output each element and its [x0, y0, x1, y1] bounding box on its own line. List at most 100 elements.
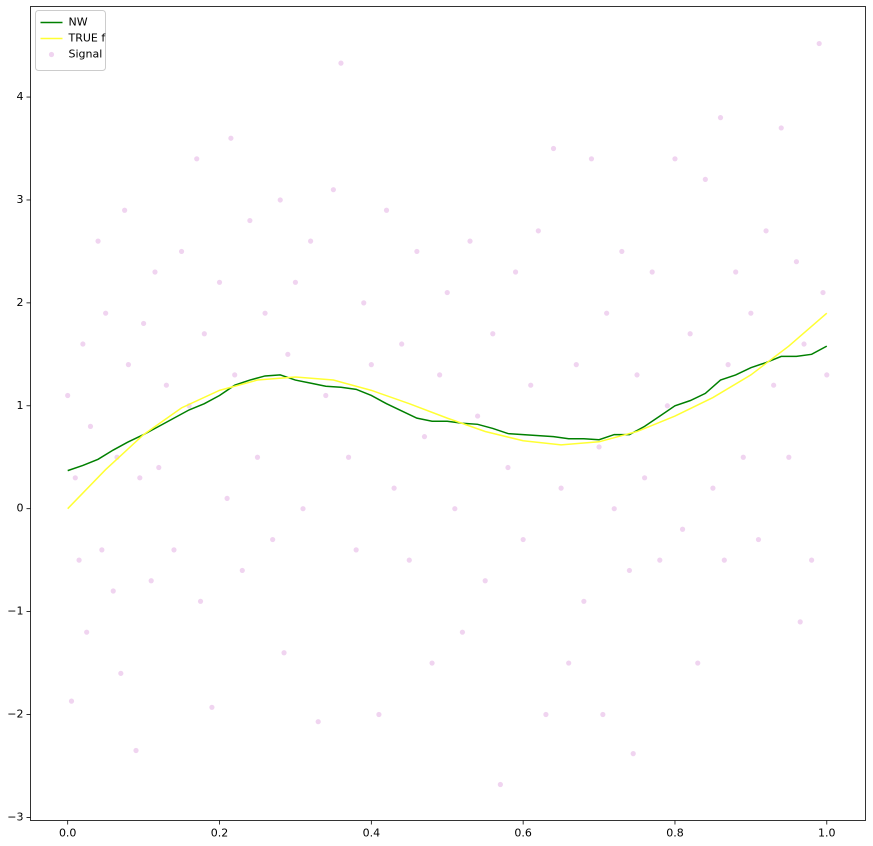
signal-point: [383, 207, 390, 213]
signal-point: [345, 454, 352, 460]
signal-point: [581, 598, 587, 604]
signal-point: [152, 269, 158, 275]
y-tick-label: 4: [17, 90, 24, 103]
signal-point: [414, 248, 420, 255]
signal-point: [679, 526, 686, 532]
signal-point: [664, 403, 670, 409]
signal-point: [786, 454, 792, 460]
y-tick-label: 1: [17, 399, 24, 412]
signal-point: [224, 495, 230, 501]
signal-point: [778, 125, 784, 131]
signal-point: [816, 40, 822, 47]
signal-point: [596, 444, 602, 450]
signal-point: [672, 156, 678, 162]
signal-point: [80, 341, 86, 347]
signal-point: [228, 135, 234, 141]
signal-point: [740, 454, 746, 460]
signal-point: [566, 660, 572, 666]
signal-point: [421, 434, 428, 440]
signal-point: [254, 454, 261, 460]
signal-point: [125, 362, 132, 368]
signal-point: [201, 331, 207, 337]
signal-point: [315, 719, 321, 725]
y-tick-label: 2: [17, 296, 24, 309]
signal-point: [308, 238, 314, 244]
signal-point: [103, 310, 109, 316]
signal-point: [824, 372, 830, 378]
legend-label: Signal: [69, 48, 103, 61]
signal-point: [122, 207, 128, 213]
signal-point: [65, 392, 71, 399]
signal-point: [216, 279, 223, 285]
x-tick-label: 0.4: [363, 827, 381, 840]
signal-point: [755, 536, 762, 543]
signal-point: [611, 506, 617, 512]
signal-point: [588, 156, 595, 162]
signal-point: [239, 567, 245, 574]
legend-box: [35, 10, 106, 71]
signal-point: [558, 485, 564, 491]
signal-point: [600, 711, 606, 718]
signal-point: [642, 475, 648, 481]
signal-point: [452, 506, 458, 512]
signal-point: [520, 536, 526, 543]
signal-point: [156, 464, 162, 471]
signal-point: [262, 310, 268, 316]
signal-point: [482, 578, 488, 584]
signal-point: [118, 670, 124, 676]
x-tick-label: 0.8: [666, 827, 684, 840]
plot-area: [65, 40, 830, 788]
signal-point: [619, 248, 625, 255]
signal-point: [793, 259, 800, 265]
signal-point: [353, 547, 359, 553]
signal-point: [695, 660, 701, 666]
signal-point: [178, 248, 185, 255]
signal-point: [99, 547, 105, 553]
signal-point: [497, 781, 503, 788]
signal-point: [376, 711, 382, 718]
signal-point: [733, 269, 739, 275]
signal-point: [626, 567, 633, 574]
signal-point: [717, 115, 724, 121]
signal-point: [368, 362, 374, 368]
signal-point: [710, 485, 716, 491]
signal-point: [197, 598, 204, 604]
legend-label: NW: [69, 16, 88, 29]
signal-point: [604, 310, 610, 316]
signal-point: [399, 341, 405, 347]
signal-point: [528, 382, 534, 388]
signal-point: [281, 650, 287, 656]
signal-point: [748, 310, 754, 316]
signal-point: [406, 557, 412, 563]
x-tick-label: 0.6: [514, 827, 532, 840]
x-tick-label: 1.0: [818, 827, 836, 840]
signal-point: [232, 372, 238, 378]
signal-point: [292, 279, 299, 285]
signal-point: [657, 557, 663, 563]
signal-point: [721, 557, 727, 563]
signal-point: [84, 629, 90, 635]
axes-frame: [30, 6, 866, 821]
signal-point: [797, 619, 803, 625]
signal-point: [573, 362, 579, 368]
signal-point: [247, 217, 253, 224]
y-tick-label: 3: [17, 193, 24, 206]
signal-point: [687, 331, 693, 337]
signal-point: [87, 423, 94, 429]
signal-point: [76, 557, 82, 563]
signal-point: [209, 704, 215, 710]
signal-point: [361, 300, 367, 306]
signal-point: [809, 557, 815, 563]
legend-marker: [48, 51, 55, 58]
signal-point: [630, 751, 636, 757]
signal-point: [459, 629, 466, 635]
signal-point: [338, 60, 344, 66]
signal-point: [300, 506, 306, 512]
signal-point: [820, 289, 826, 296]
x-tick-label: 0.0: [59, 827, 77, 840]
signal-point: [171, 547, 177, 553]
signal-point: [141, 320, 147, 327]
signal-point: [330, 187, 336, 193]
signal-point: [137, 475, 143, 481]
